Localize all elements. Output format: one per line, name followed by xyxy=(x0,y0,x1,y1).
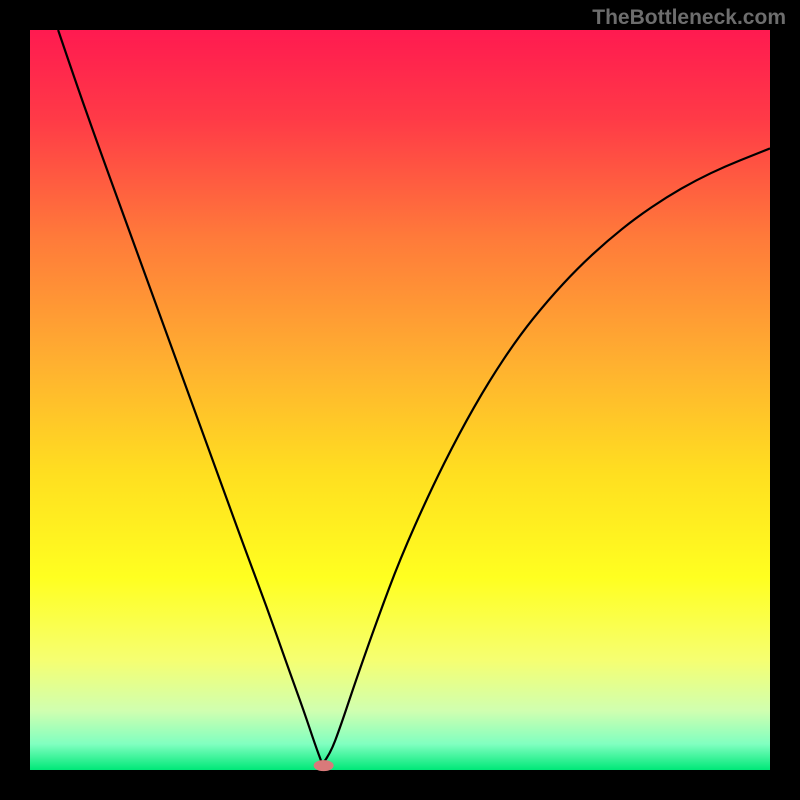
optimum-marker xyxy=(313,760,334,772)
plot-area xyxy=(30,30,770,770)
bottleneck-curve xyxy=(30,30,770,770)
watermark-text: TheBottleneck.com xyxy=(592,6,786,30)
